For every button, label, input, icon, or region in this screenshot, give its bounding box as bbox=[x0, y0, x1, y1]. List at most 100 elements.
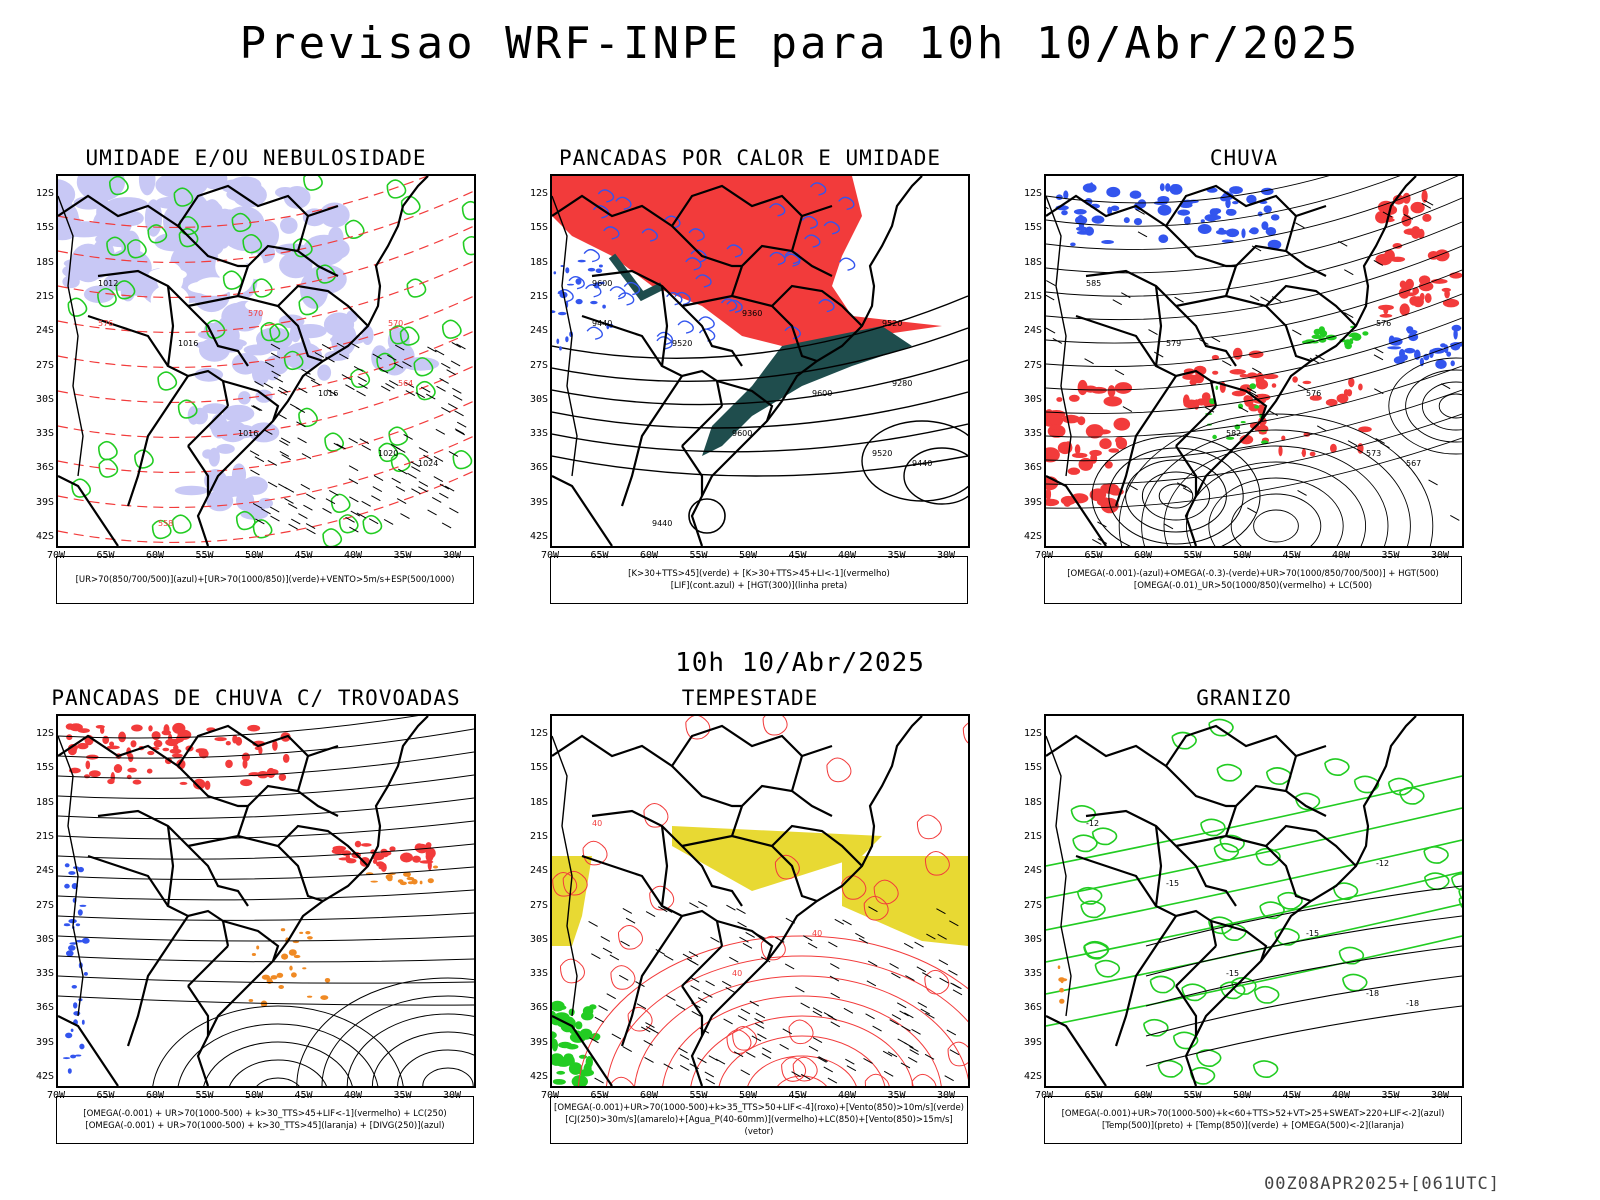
legend-line: [OMEGA(-0.001)+UR>70(1000-500)+k>35_TTS>… bbox=[554, 1103, 964, 1113]
lon-label: 50W bbox=[244, 550, 264, 561]
lat-label: 12S bbox=[1023, 188, 1042, 199]
lon-label: 55W bbox=[689, 1090, 708, 1101]
legend-line: [OMEGA(-0.001)+UR>70(1000-500)+k<60+TTS>… bbox=[1061, 1109, 1445, 1119]
lat-label: 42S bbox=[529, 531, 548, 542]
contour-label: 576 bbox=[1306, 389, 1321, 398]
map-panel-chuva: CHUVA 585 582 576 579 573 567 576 12S 15S 18S 21S 24… bbox=[1004, 146, 1484, 646]
lat-label: 33S bbox=[35, 968, 54, 980]
contour-label: -15 bbox=[1166, 879, 1179, 888]
legend-box: [K>30+TTS>45](verde) + [K>30+TTS>45+LI<-… bbox=[550, 556, 968, 604]
contour-label: 1020 bbox=[378, 449, 398, 458]
lat-label: 24S bbox=[35, 325, 54, 337]
lat-label: 39S bbox=[35, 496, 54, 508]
legend-line: [LIF](cont.azul) + [HGT(300)](linha pret… bbox=[670, 581, 848, 591]
lat-label: 18S bbox=[529, 256, 548, 268]
legend-line: [Temp(500)](preto) + [Temp(850)](verde) … bbox=[1101, 1121, 1405, 1131]
contour-label: 9440 bbox=[592, 319, 612, 328]
lat-label: 33S bbox=[529, 968, 548, 980]
lon-label: 50W bbox=[1232, 1090, 1252, 1101]
lat-label: 30S bbox=[529, 393, 548, 405]
lon-label: 40W bbox=[837, 550, 857, 561]
map-panel-pancadas: PANCADAS POR CALOR E UMIDADE 9600 9600 9600… bbox=[510, 146, 990, 646]
lon-label: 65W bbox=[96, 1090, 115, 1101]
lon-label: 30W bbox=[442, 550, 462, 561]
contour-label: 558 bbox=[158, 519, 173, 528]
lon-label: 40W bbox=[1331, 550, 1351, 561]
lon-label: 70W bbox=[540, 550, 560, 561]
contour-label: 9520 bbox=[872, 449, 892, 458]
map-area: 40 40 40 bbox=[550, 714, 970, 1088]
lat-label: 15S bbox=[529, 762, 548, 774]
legend-line: [OMEGA(-0.001)-(azul)+OMEGA(-0.3)-(verde… bbox=[1067, 569, 1439, 579]
lat-label: 24S bbox=[1023, 325, 1042, 337]
lon-label: 40W bbox=[837, 1090, 857, 1101]
contour-label: 9600 bbox=[812, 389, 832, 398]
lon-label: 50W bbox=[738, 1090, 758, 1101]
lat-label: 27S bbox=[35, 899, 54, 911]
lat-label: 27S bbox=[529, 899, 548, 911]
contour-label: 40 bbox=[592, 819, 602, 828]
lon-label: 30W bbox=[936, 1090, 956, 1101]
lat-label: 18S bbox=[35, 796, 54, 808]
lon-label: 35W bbox=[887, 550, 906, 561]
weather-map: 585 582 576 579 573 567 576 bbox=[1046, 176, 1462, 546]
lon-label: 30W bbox=[1430, 1090, 1450, 1101]
lat-label: 18S bbox=[529, 796, 548, 808]
lon-label: 40W bbox=[343, 550, 363, 561]
lon-label: 35W bbox=[1381, 1090, 1400, 1101]
contour-label: 585 bbox=[1086, 279, 1101, 288]
lat-label: 39S bbox=[1023, 1036, 1042, 1048]
lat-label: 18S bbox=[1023, 256, 1042, 268]
contour-label: 9520 bbox=[882, 319, 902, 328]
contour-label: 1016 bbox=[238, 429, 258, 438]
legend-box: [OMEGA(-0.001)-(azul)+OMEGA(-0.3)-(verde… bbox=[1044, 556, 1462, 604]
lat-label: 42S bbox=[35, 1071, 54, 1082]
lon-label: 55W bbox=[195, 550, 214, 561]
contour-label: 576 bbox=[1376, 319, 1391, 328]
lat-label: 15S bbox=[1023, 762, 1042, 774]
legend-line: [OMEGA(-0.001) + UR>70(1000-500) + k>30_… bbox=[85, 1121, 445, 1131]
lon-label: 70W bbox=[1034, 1090, 1054, 1101]
lat-label: 36S bbox=[529, 462, 548, 474]
contour-label: 9280 bbox=[892, 379, 912, 388]
lat-label: 12S bbox=[35, 728, 54, 739]
map-area: -12 -15 -15 -15 -18 -18 -12 bbox=[1044, 714, 1464, 1088]
panel-title: PANCADAS POR CALOR E UMIDADE bbox=[558, 146, 941, 170]
legend-line: [OMEGA(-0.01)_UR>50(1000/850)(vermelho) … bbox=[1133, 581, 1373, 591]
lon-label: 55W bbox=[689, 550, 708, 561]
lat-label: 30S bbox=[35, 393, 54, 405]
lon-label: 60W bbox=[1133, 1090, 1153, 1101]
contour-label: 573 bbox=[1366, 449, 1381, 458]
lon-label: 60W bbox=[145, 1090, 165, 1101]
contour-label: 564 bbox=[398, 379, 413, 388]
lon-label: 45W bbox=[294, 1090, 313, 1101]
lat-label: 33S bbox=[35, 428, 54, 440]
lon-label: 30W bbox=[1430, 550, 1450, 561]
contour-label: -18 bbox=[1406, 999, 1419, 1008]
lon-label: 50W bbox=[738, 550, 758, 561]
legend-line: [UR>70(850/700/500)](azul)+[UR>70(1000/8… bbox=[75, 575, 455, 585]
legend-box: [UR>70(850/700/500)](azul)+[UR>70(1000/8… bbox=[56, 556, 474, 604]
map-area: 585 582 576 579 573 567 576 bbox=[1044, 174, 1464, 548]
lat-label: 39S bbox=[35, 1036, 54, 1048]
lon-label: 45W bbox=[788, 1090, 807, 1101]
lat-label: 24S bbox=[529, 325, 548, 337]
legend-box: [OMEGA(-0.001)+UR>70(1000-500)+k>35_TTS>… bbox=[550, 1096, 968, 1144]
lat-label: 33S bbox=[529, 428, 548, 440]
lon-label: 65W bbox=[590, 550, 609, 561]
contour-label: 1012 bbox=[98, 279, 118, 288]
contour-label: 40 bbox=[732, 969, 742, 978]
map-panel-granizo: GRANIZO -12 -15 -15 -15 -18 -18 -12 12S 15S 18S 21S… bbox=[1004, 686, 1484, 1186]
map-panel-trovoadas: PANCADAS DE CHUVA C/ TROVOADAS 12S 15S 18S 2… bbox=[16, 686, 496, 1186]
legend-box: [OMEGA(-0.001) + UR>70(1000-500) + k>30_… bbox=[56, 1096, 474, 1144]
lat-label: 30S bbox=[35, 933, 54, 945]
lat-label: 24S bbox=[529, 865, 548, 877]
lon-label: 45W bbox=[294, 550, 313, 561]
weather-map: 40 40 40 bbox=[552, 716, 968, 1086]
lon-label: 60W bbox=[639, 1090, 659, 1101]
lat-label: 15S bbox=[1023, 222, 1042, 234]
lat-label: 21S bbox=[1023, 290, 1042, 302]
lon-label: 65W bbox=[1084, 550, 1103, 561]
lon-label: 70W bbox=[1034, 550, 1054, 561]
lat-label: 42S bbox=[529, 1071, 548, 1082]
